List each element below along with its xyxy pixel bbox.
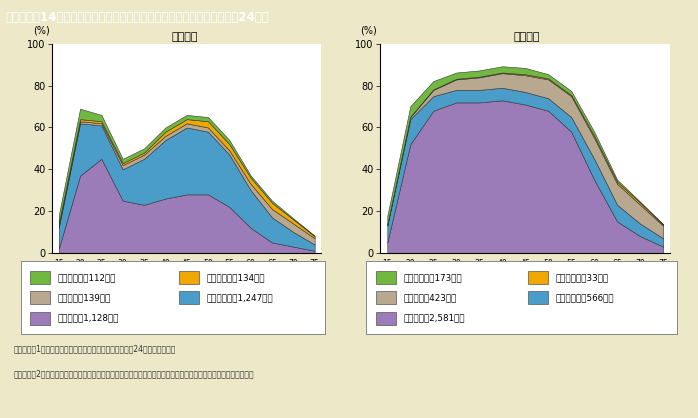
Text: 正規雇用：2,581万人: 正規雇用：2,581万人	[403, 314, 466, 323]
Text: 完全失業者：112万人: 完全失業者：112万人	[57, 273, 116, 282]
Text: （男性）: （男性）	[514, 32, 540, 42]
Text: 75
歳
以
上: 75 歳 以 上	[658, 259, 668, 299]
Text: 15
〜
19
歳: 15 〜 19 歳	[383, 259, 392, 299]
Bar	[30, 312, 50, 325]
Text: 家族従業者：134万人: 家族従業者：134万人	[206, 273, 265, 282]
Text: (%): (%)	[34, 25, 50, 36]
Text: 40
〜
44
歳: 40 〜 44 歳	[161, 259, 170, 299]
Text: 完全失業者：173万人: 完全失業者：173万人	[403, 273, 463, 282]
Text: 自営業主：423万人: 自営業主：423万人	[403, 293, 457, 302]
Text: 非正規雇用：1,247万人: 非正規雇用：1,247万人	[206, 293, 273, 302]
Text: 15
〜
19
歳: 15 〜 19 歳	[54, 259, 64, 299]
Bar	[30, 271, 50, 284]
Text: 非正規雇用：566万人: 非正規雇用：566万人	[556, 293, 614, 302]
Text: 2．正規雇用は，「正規の職員・従業員」と「役員」の合計。非正規雇用は「非正規の職員・従業員」。: 2．正規雇用は，「正規の職員・従業員」と「役員」の合計。非正規雇用は「非正規の職…	[14, 369, 255, 378]
Text: 正規雇用：1,128万人: 正規雇用：1,128万人	[57, 314, 119, 323]
Text: 家族従業者：33万人: 家族従業者：33万人	[556, 273, 609, 282]
Text: 35
〜
39
歳: 35 〜 39 歳	[475, 259, 484, 299]
Text: 自営業主：139万人: 自営業主：139万人	[57, 293, 111, 302]
Text: 30
〜
34
歳: 30 〜 34 歳	[118, 259, 128, 299]
Text: 75
歳
以
上: 75 歳 以 上	[310, 259, 320, 299]
Text: 45
〜
49
歳: 45 〜 49 歳	[521, 259, 530, 299]
Text: 65
〜
69
歳: 65 〜 69 歳	[612, 259, 622, 299]
Bar	[179, 271, 198, 284]
Text: 40
〜
44
歳: 40 〜 44 歳	[498, 259, 507, 299]
Text: 20
〜
24
歳: 20 〜 24 歳	[406, 259, 415, 299]
Text: （備考）　1．総務省「労働力調査（詳細集計）」（平成24年）より作成。: （備考） 1．総務省「労働力調査（詳細集計）」（平成24年）より作成。	[14, 345, 177, 354]
Text: 25
〜
29
歳: 25 〜 29 歳	[96, 259, 106, 299]
Text: 50
〜
54
歳: 50 〜 54 歳	[543, 259, 553, 299]
Text: 70
〜
74
歳: 70 〜 74 歳	[288, 259, 298, 299]
Text: 25
〜
29
歳: 25 〜 29 歳	[429, 259, 438, 299]
Bar	[376, 312, 396, 325]
Bar	[376, 271, 396, 284]
Text: 第１－特－14図　年齢階級別労働力率の就業形態別内訳（男女別，平成24年）: 第１－特－14図 年齢階級別労働力率の就業形態別内訳（男女別，平成24年）	[6, 10, 269, 24]
Text: (%): (%)	[359, 25, 376, 36]
Bar	[179, 291, 198, 304]
Text: 70
〜
74
歳: 70 〜 74 歳	[635, 259, 645, 299]
Text: 55
〜
59
歳: 55 〜 59 歳	[566, 259, 576, 299]
Text: （女性）: （女性）	[172, 32, 198, 42]
Bar	[376, 291, 396, 304]
Bar	[528, 271, 548, 284]
Text: 45
〜
49
歳: 45 〜 49 歳	[182, 259, 191, 299]
Text: 60
〜
64
歳: 60 〜 64 歳	[589, 259, 599, 299]
Text: 50
〜
54
歳: 50 〜 54 歳	[203, 259, 213, 299]
Text: 35
〜
39
歳: 35 〜 39 歳	[139, 259, 149, 299]
Text: 55
〜
59
歳: 55 〜 59 歳	[225, 259, 235, 299]
Text: 60
〜
64
歳: 60 〜 64 歳	[246, 259, 255, 299]
Text: 20
〜
24
歳: 20 〜 24 歳	[75, 259, 85, 299]
Bar	[528, 291, 548, 304]
Bar	[30, 291, 50, 304]
Text: 65
〜
69
歳: 65 〜 69 歳	[267, 259, 277, 299]
Text: 30
〜
34
歳: 30 〜 34 歳	[452, 259, 461, 299]
